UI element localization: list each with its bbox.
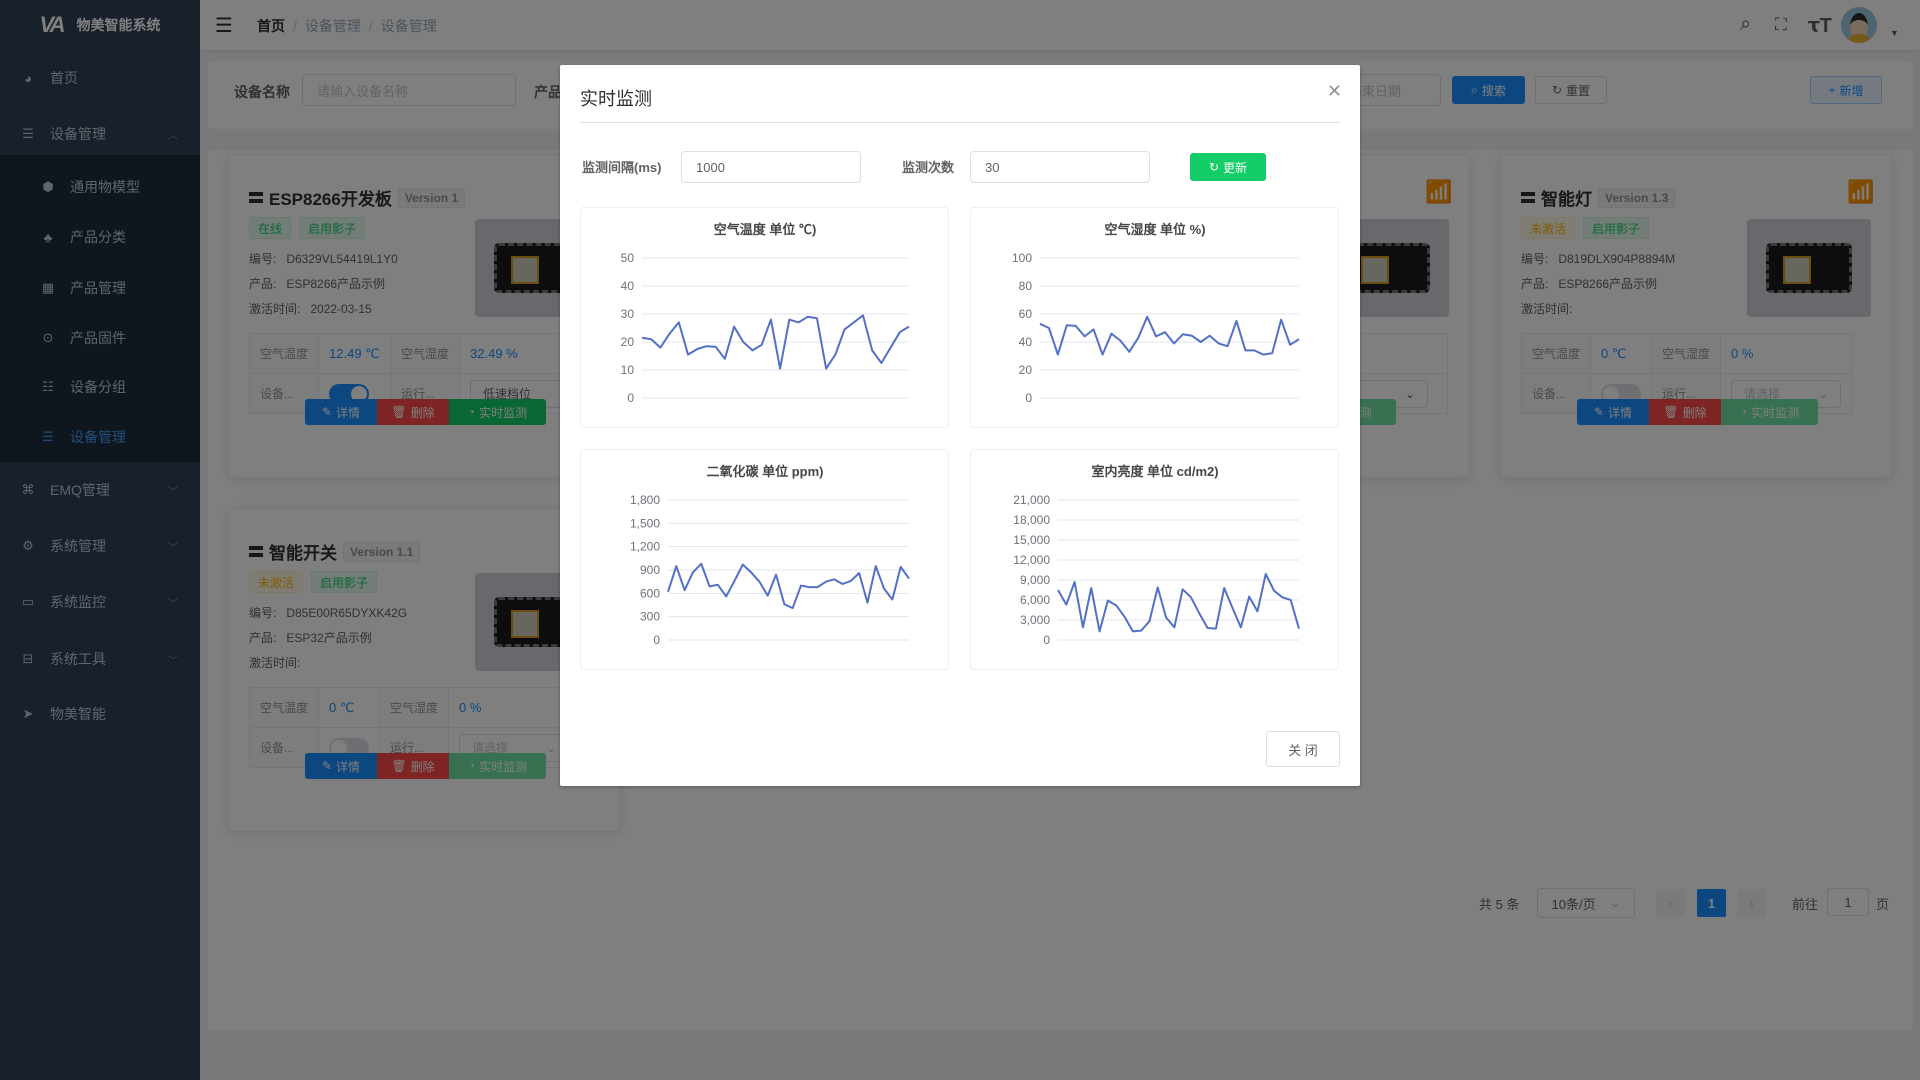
y-tick-label: 6,000	[1020, 593, 1050, 607]
y-tick-label: 100	[1012, 251, 1032, 265]
divider	[580, 122, 1340, 123]
chart-svg: 二氧化碳 单位 ppm) 0 300 600 900 1,200 1,500 1,800	[630, 464, 910, 647]
chart-svg: 室内亮度 单位 cd/m2) 0 3,000 6,000 9,000 12,000 15,0…	[1013, 464, 1300, 647]
y-tick-label: 1,200	[630, 540, 660, 554]
y-tick-label: 20	[621, 335, 635, 349]
y-tick-label: 40	[621, 279, 635, 293]
chart-svg: 空气湿度 单位 %) 0 20 40 60 80 100	[1012, 222, 1300, 405]
y-tick-label: 0	[653, 633, 660, 647]
y-tick-label: 60	[1019, 307, 1033, 321]
count-input[interactable]: 30	[970, 151, 1150, 183]
chart-brightness: 室内亮度 单位 cd/m2) 0 3,000 6,000 9,000 12,000 15,0…	[970, 449, 1339, 670]
y-tick-label: 21,000	[1013, 493, 1050, 507]
y-tick-label: 30	[621, 307, 635, 321]
y-tick-label: 15,000	[1013, 533, 1050, 547]
chart-humidity: 空气湿度 单位 %) 0 20 40 60 80 100	[970, 207, 1339, 428]
update-button[interactable]: ↻ 更新	[1190, 153, 1266, 181]
refresh-icon: ↻	[1208, 160, 1220, 174]
realtime-monitor-dialog: 实时监测 ✕ 监测间隔(ms) 1000 监测次数 30 ↻ 更新 空气温度 单位…	[560, 65, 1360, 786]
dialog-title: 实时监测	[580, 89, 652, 109]
y-tick-label: 0	[627, 391, 634, 405]
y-tick-label: 1,800	[630, 493, 660, 507]
y-tick-label: 10	[621, 363, 635, 377]
chart-title: 二氧化碳 单位 ppm)	[707, 464, 824, 479]
series-line	[1039, 315, 1300, 356]
y-tick-label: 300	[640, 610, 660, 624]
y-tick-label: 18,000	[1013, 513, 1050, 527]
chart-temperature: 空气温度 单位 ℃) 0 10 20 30 40 50	[580, 207, 949, 428]
count-label: 监测次数	[902, 160, 955, 175]
y-tick-label: 1,500	[630, 516, 660, 530]
y-tick-label: 20	[1019, 363, 1033, 377]
y-tick-label: 0	[1025, 391, 1032, 405]
y-tick-label: 80	[1019, 279, 1033, 293]
chart-title: 室内亮度 单位 cd/m2)	[1091, 464, 1218, 479]
y-tick-label: 50	[621, 251, 635, 265]
y-tick-label: 0	[1043, 633, 1050, 647]
chart-co2: 二氧化碳 单位 ppm) 0 300 600 900 1,200 1,500 1,800	[580, 449, 949, 670]
series-line	[1057, 573, 1300, 633]
y-tick-label: 12,000	[1013, 553, 1050, 567]
y-tick-label: 9,000	[1020, 573, 1050, 587]
interval-input[interactable]: 1000	[681, 151, 861, 183]
chart-title: 空气温度 单位 ℃)	[714, 222, 817, 237]
close-button[interactable]: 关 闭	[1266, 731, 1340, 767]
chart-svg: 空气温度 单位 ℃) 0 10 20 30 40 50	[621, 222, 910, 405]
y-tick-label: 3,000	[1020, 613, 1050, 627]
y-tick-label: 40	[1019, 335, 1033, 349]
update-label: 更新	[1223, 160, 1248, 175]
chart-title: 空气湿度 单位 %)	[1104, 222, 1205, 237]
close-icon[interactable]: ✕	[1326, 81, 1342, 101]
series-line	[641, 314, 910, 370]
y-tick-label: 600	[640, 586, 660, 600]
y-tick-label: 900	[640, 563, 660, 577]
series-line	[667, 562, 910, 610]
interval-label: 监测间隔(ms)	[582, 160, 662, 175]
